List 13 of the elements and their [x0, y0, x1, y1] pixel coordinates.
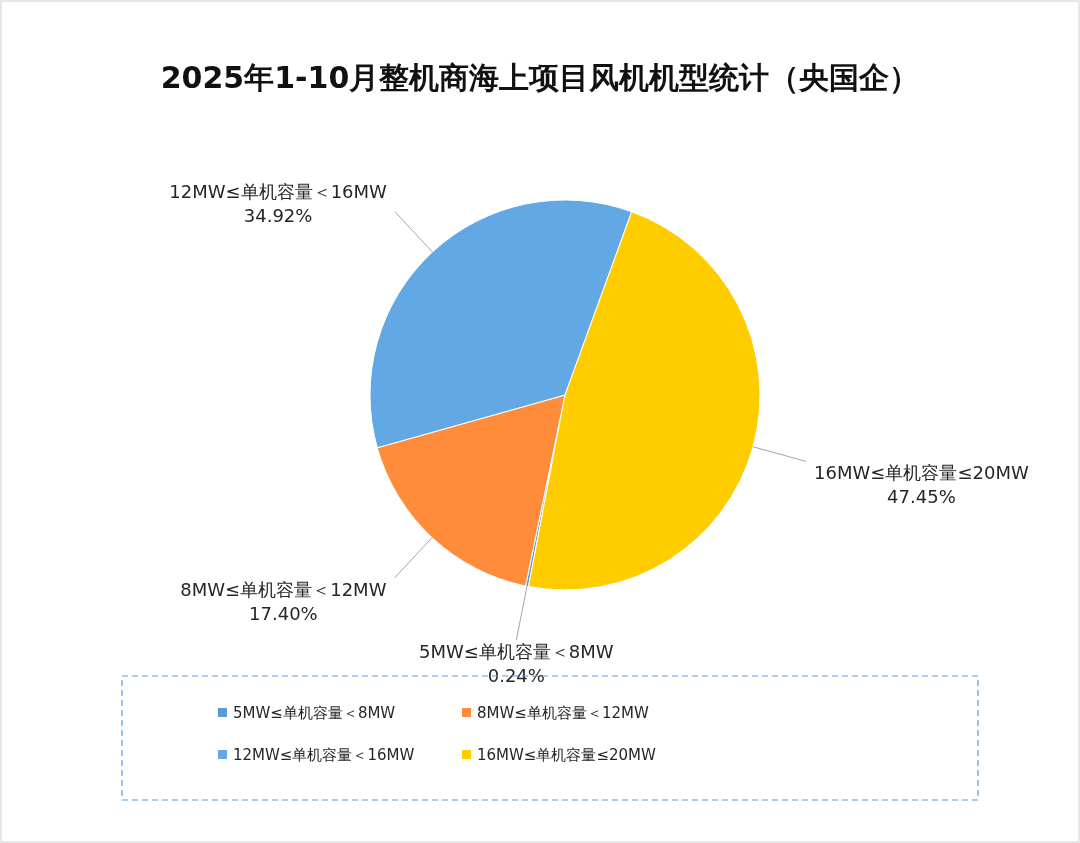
- data-label: 47.45%: [887, 486, 956, 508]
- chart-title: 2025年1-10月整机商海上项目风机机型统计（央国企）: [160, 60, 920, 95]
- slice-label: 12MW≤单机容量＜16MW: [169, 180, 388, 202]
- legend-label: 5MW≤单机容量＜8MW: [233, 704, 396, 722]
- legend-label: 12MW≤单机容量＜16MW: [233, 746, 415, 764]
- slice-label: 8MW≤单机容量＜12MW: [180, 578, 387, 600]
- data-label: 17.40%: [249, 602, 318, 624]
- slice-label: 16MW≤单机容量≤20MW: [814, 462, 1029, 484]
- legend-label: 16MW≤单机容量≤20MW: [477, 746, 657, 764]
- data-label: 0.24%: [487, 665, 545, 687]
- data-label: 34.92%: [243, 204, 313, 226]
- legend-label: 8MW≤单机容量＜12MW: [477, 704, 649, 722]
- slice-label: 5MW≤单机容量＜8MW: [418, 641, 614, 663]
